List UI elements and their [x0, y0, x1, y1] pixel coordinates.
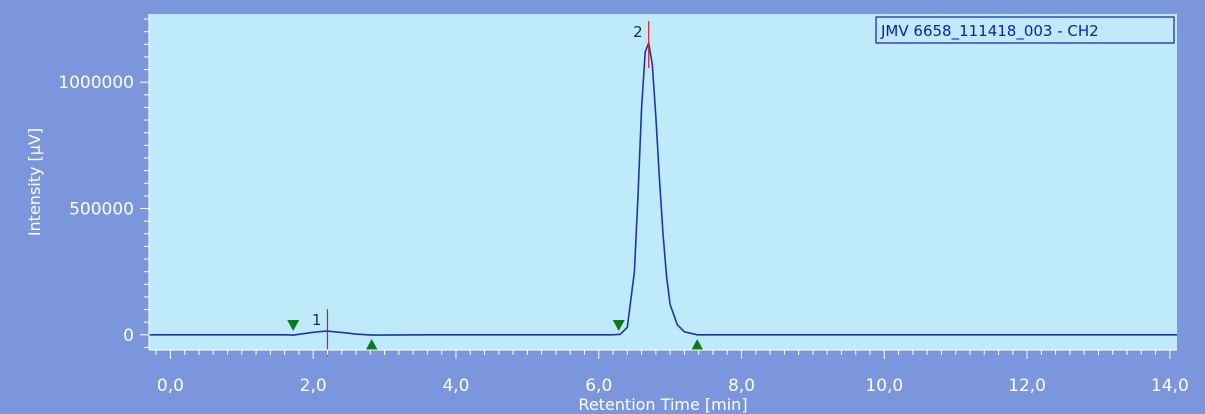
chromatogram-trace: [149, 42, 1177, 336]
peak-start-marker: [287, 320, 300, 331]
peak-number-label: 1: [312, 311, 322, 329]
x-axis-title: Retention Time [min]: [578, 395, 747, 414]
legend-entry: JMV 6658_111418_003 - CH2: [880, 22, 1099, 41]
y-tick-label: 1000000: [58, 73, 134, 93]
y-axis-title: Intensity [µV]: [25, 128, 44, 236]
peak-start-marker: [612, 320, 625, 331]
x-tick-label: 8,0: [728, 376, 755, 396]
peak-end-marker: [365, 339, 378, 350]
x-tick-label: 12,0: [1008, 376, 1046, 396]
plot-area: [149, 14, 1177, 350]
x-tick-label: 0,0: [157, 376, 184, 396]
y-tick-label: 0: [123, 326, 134, 346]
y-tick-label: 500000: [69, 200, 134, 220]
peak-number-label: 2: [633, 23, 643, 41]
x-tick-label: 6,0: [585, 376, 612, 396]
legend-box: [875, 16, 1175, 44]
x-tick-label: 14,0: [1151, 376, 1189, 396]
x-tick-label: 2,0: [300, 376, 327, 396]
x-tick-label: 10,0: [865, 376, 903, 396]
peak-end-marker: [691, 339, 704, 350]
legend: JMV 6658_111418_003 - CH2: [875, 16, 1175, 44]
x-tick-label: 4,0: [442, 376, 469, 396]
